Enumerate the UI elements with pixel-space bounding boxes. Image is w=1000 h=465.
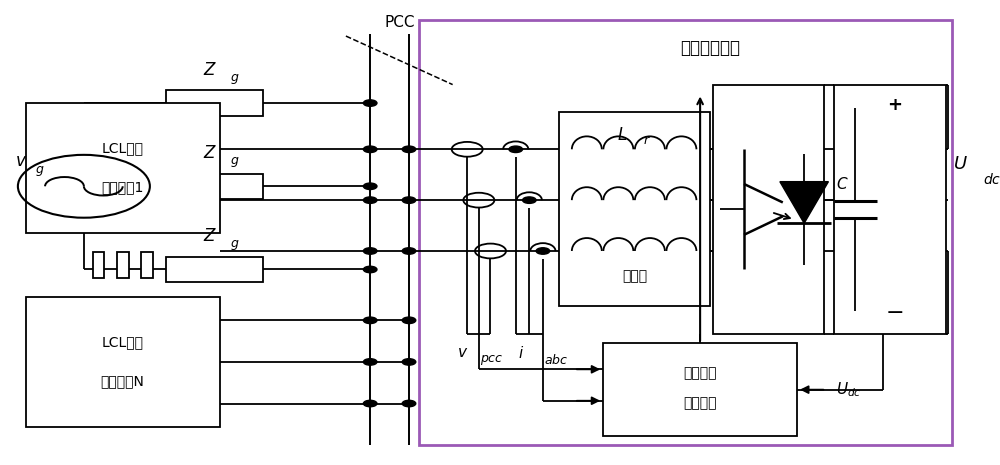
Text: −: − <box>885 303 904 323</box>
Circle shape <box>402 317 416 324</box>
Text: $v$: $v$ <box>15 152 27 170</box>
Text: $g$: $g$ <box>35 164 44 178</box>
Bar <box>166 257 263 282</box>
Circle shape <box>363 359 377 365</box>
Circle shape <box>402 197 416 203</box>
Text: 抑制控制: 抑制控制 <box>683 397 717 411</box>
Circle shape <box>402 400 416 407</box>
Text: $g$: $g$ <box>230 238 239 252</box>
Text: 全局谐振: 全局谐振 <box>683 366 717 380</box>
Circle shape <box>402 248 416 254</box>
Text: +: + <box>887 96 902 114</box>
Text: 网逆变器1: 网逆变器1 <box>102 180 144 194</box>
Circle shape <box>363 197 377 203</box>
Text: $Z$: $Z$ <box>203 227 217 245</box>
Bar <box>559 113 710 306</box>
Text: $C$: $C$ <box>836 176 848 192</box>
Text: $U_{dc}$: $U_{dc}$ <box>836 380 862 399</box>
Bar <box>93 252 104 278</box>
Bar <box>117 252 129 278</box>
Circle shape <box>363 248 377 254</box>
Bar <box>713 85 824 334</box>
Text: $abc$: $abc$ <box>544 352 569 366</box>
Circle shape <box>363 317 377 324</box>
Circle shape <box>363 266 377 272</box>
Text: LCL型并: LCL型并 <box>102 336 144 350</box>
Circle shape <box>536 248 550 254</box>
Text: LCL型并: LCL型并 <box>102 141 144 155</box>
Text: PCC: PCC <box>385 15 415 30</box>
Bar <box>26 103 220 232</box>
Circle shape <box>363 183 377 190</box>
Bar <box>834 85 946 334</box>
Text: $r$: $r$ <box>643 134 651 147</box>
Circle shape <box>363 400 377 407</box>
Bar <box>419 20 952 445</box>
Text: $Z$: $Z$ <box>203 61 217 79</box>
Text: $g$: $g$ <box>230 155 239 169</box>
Text: $dc$: $dc$ <box>983 172 1000 187</box>
Text: 滤波器: 滤波器 <box>622 269 647 283</box>
Text: $L$: $L$ <box>617 126 628 144</box>
Bar <box>166 173 263 199</box>
Bar <box>141 252 153 278</box>
Bar <box>166 90 263 116</box>
Circle shape <box>363 146 377 153</box>
Bar <box>26 297 220 426</box>
Circle shape <box>523 197 536 203</box>
Text: $U$: $U$ <box>953 155 968 173</box>
Circle shape <box>363 100 377 106</box>
Circle shape <box>402 359 416 365</box>
Text: $v$: $v$ <box>457 345 468 360</box>
Circle shape <box>509 146 523 153</box>
Circle shape <box>402 146 416 153</box>
Text: $pcc$: $pcc$ <box>480 352 503 366</box>
Polygon shape <box>780 182 828 223</box>
Text: $i$: $i$ <box>518 345 524 361</box>
Text: 谐振抑制单元: 谐振抑制单元 <box>680 39 740 57</box>
Text: 网逆变器N: 网逆变器N <box>101 374 145 388</box>
Bar <box>603 344 797 436</box>
Text: $g$: $g$ <box>230 72 239 86</box>
Text: $Z$: $Z$ <box>203 144 217 162</box>
